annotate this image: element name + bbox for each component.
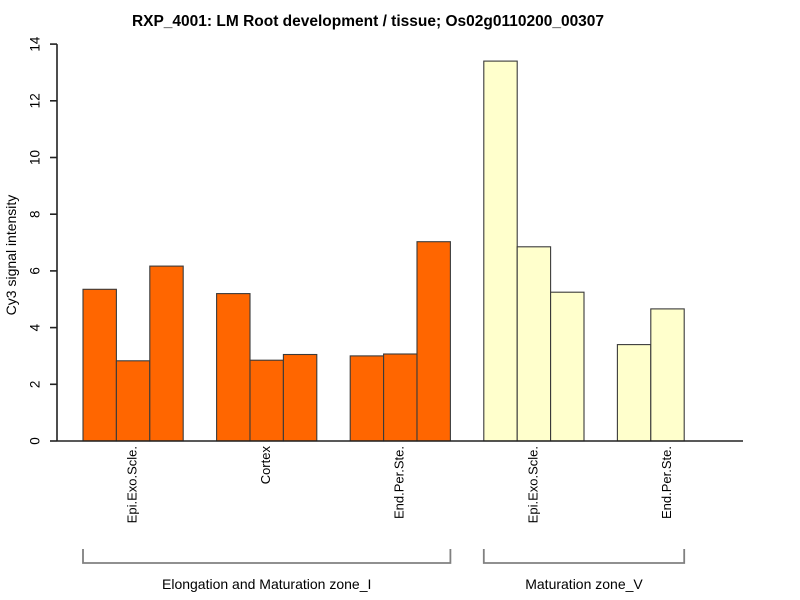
bars-layer <box>82 60 685 442</box>
y-tick-label: 0 <box>28 437 43 445</box>
category-label: End.Per.Ste. <box>392 446 407 519</box>
bar <box>249 359 284 442</box>
bar <box>416 241 451 442</box>
chart-title: RXP_4001: LM Root development / tissue; … <box>132 13 604 30</box>
y-tick-label: 4 <box>28 323 43 331</box>
zone-label-maturation-v: Maturation zone_V <box>525 576 643 592</box>
zone-bracket <box>482 549 686 564</box>
category-label: Epi.Exo.Scle. <box>525 446 540 523</box>
bar <box>483 60 518 442</box>
category-label: Epi.Exo.Scle. <box>125 446 140 523</box>
category-label: Cortex <box>258 446 273 485</box>
axes-layer: 0 2 4 6 8 10 12 14 <box>28 36 743 445</box>
zone-bracket <box>82 549 452 564</box>
bar <box>650 308 685 442</box>
bar <box>349 355 385 442</box>
bar <box>82 288 117 442</box>
bar <box>115 360 151 442</box>
y-tick-label: 14 <box>28 36 43 52</box>
y-tick-label: 8 <box>28 210 43 218</box>
y-tick-label: 6 <box>28 267 43 275</box>
bar <box>616 344 652 442</box>
category-label: End.Per.Ste. <box>659 446 674 519</box>
y-tick-label: 10 <box>28 150 43 165</box>
bar <box>149 265 184 442</box>
bar <box>282 353 318 442</box>
bar <box>516 246 552 442</box>
y-tick-label: 2 <box>28 381 43 389</box>
bar <box>383 353 418 442</box>
y-axis-label: Cy3 signal intensity <box>3 195 19 316</box>
y-tick-label: 12 <box>28 93 43 108</box>
bar <box>216 293 251 442</box>
zone-brackets-layer <box>82 549 686 564</box>
category-labels-layer: Epi.Exo.Scle. Cortex End.Per.Ste. Epi.Exo.S… <box>125 446 674 524</box>
bar <box>550 291 585 442</box>
zone-label-elongation-maturation-i: Elongation and Maturation zone_I <box>162 576 371 592</box>
